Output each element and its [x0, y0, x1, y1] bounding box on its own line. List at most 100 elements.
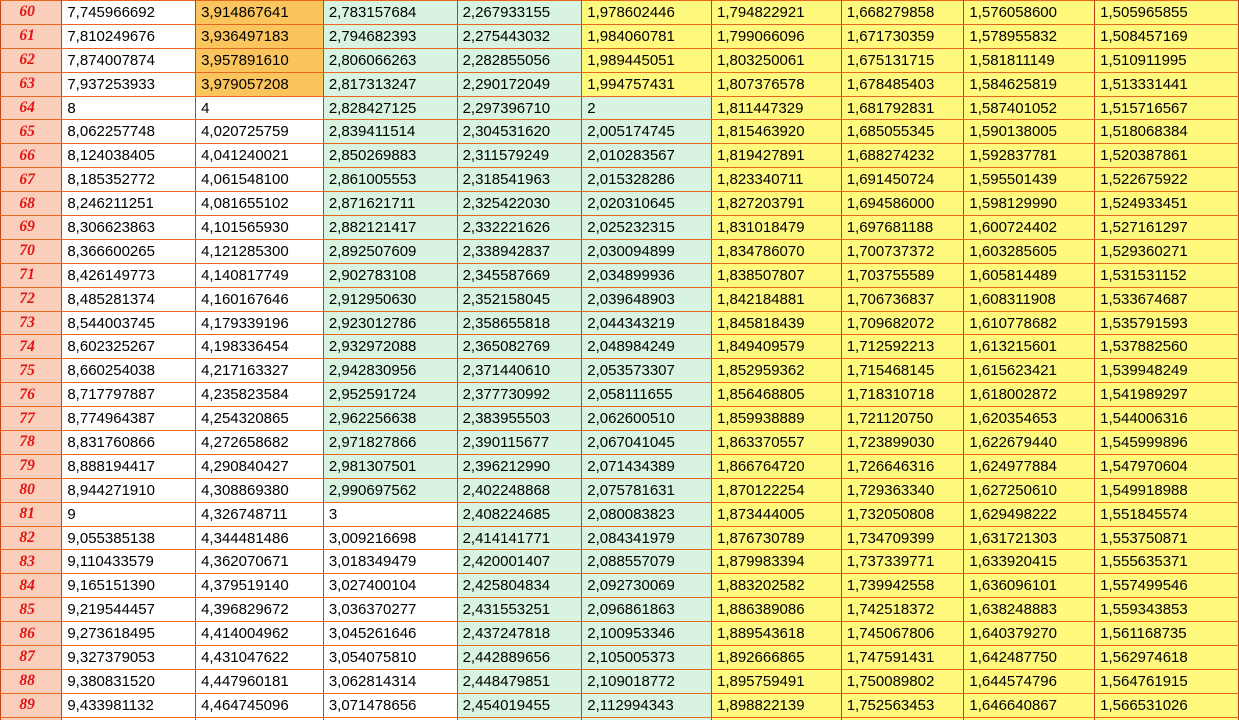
root-value-cell[interactable]: 9,380831520	[61, 668, 197, 694]
root-value-cell[interactable]: 2,839411514	[322, 119, 458, 145]
row-number-cell[interactable]: 63	[0, 71, 63, 97]
root-value-cell[interactable]: 2,923012786	[322, 310, 458, 336]
root-value-cell[interactable]: 2,005174745	[581, 119, 712, 145]
root-value-cell[interactable]: 4,290840427	[195, 453, 324, 479]
root-value-cell[interactable]: 3,009216698	[322, 525, 458, 551]
root-value-cell[interactable]: 1,581811149	[963, 47, 1096, 73]
root-value-cell[interactable]: 1,520387861	[1094, 143, 1239, 169]
root-value-cell[interactable]: 1,889543618	[710, 621, 842, 647]
root-value-cell[interactable]: 2,332221626	[456, 215, 583, 240]
root-value-cell[interactable]: 1,685055345	[840, 119, 965, 145]
root-value-cell[interactable]: 1,697681188	[840, 215, 965, 240]
root-value-cell[interactable]: 1,535791593	[1094, 310, 1239, 336]
root-value-cell[interactable]: 8,485281374	[61, 286, 197, 312]
root-value-cell[interactable]: 1,671730359	[840, 23, 965, 49]
root-value-cell[interactable]: 4,414004962	[195, 621, 324, 647]
row-number-cell[interactable]: 72	[0, 286, 63, 312]
root-value-cell[interactable]: 1,752563453	[840, 692, 965, 718]
row-number-cell[interactable]: 77	[0, 406, 63, 432]
row-number-cell[interactable]: 62	[0, 47, 63, 73]
root-value-cell[interactable]: 4,101565930	[195, 215, 324, 240]
root-value-cell[interactable]: 4,217163327	[195, 358, 324, 384]
root-value-cell[interactable]: 8,717797887	[61, 382, 197, 408]
root-value-cell[interactable]: 2,304531620	[456, 119, 583, 145]
root-value-cell[interactable]: 1,584625819	[963, 71, 1096, 97]
row-number-cell[interactable]: 60	[0, 0, 63, 25]
root-value-cell[interactable]: 1,541989297	[1094, 382, 1239, 408]
root-value-cell[interactable]: 1,592837781	[963, 143, 1096, 169]
root-value-cell[interactable]: 9	[61, 501, 197, 527]
root-value-cell[interactable]: 9,055385138	[61, 525, 197, 551]
root-value-cell[interactable]: 1,794822921	[710, 0, 842, 25]
root-value-cell[interactable]: 2,020310645	[581, 191, 712, 217]
root-value-cell[interactable]: 8,124038405	[61, 143, 197, 169]
root-value-cell[interactable]: 1,549918988	[1094, 477, 1239, 503]
root-value-cell[interactable]: 1,712592213	[840, 334, 965, 360]
root-value-cell[interactable]: 2,112994343	[581, 692, 712, 718]
root-value-cell[interactable]: 1,505965855	[1094, 0, 1239, 25]
root-value-cell[interactable]: 1,587401052	[963, 95, 1096, 121]
row-number-cell[interactable]: 84	[0, 573, 63, 599]
root-value-cell[interactable]: 3,045261646	[322, 621, 458, 647]
root-value-cell[interactable]: 1,734709399	[840, 525, 965, 551]
root-value-cell[interactable]: 2,044343219	[581, 310, 712, 336]
root-value-cell[interactable]: 1,691450724	[840, 167, 965, 193]
root-value-cell[interactable]: 1,849409579	[710, 334, 842, 360]
root-value-cell[interactable]: 8,306623863	[61, 215, 197, 240]
root-value-cell[interactable]: 1,595501439	[963, 167, 1096, 193]
root-value-cell[interactable]: 1,799066096	[710, 23, 842, 49]
root-value-cell[interactable]: 4,396829672	[195, 597, 324, 623]
root-value-cell[interactable]: 2,408224685	[456, 501, 583, 527]
root-value-cell[interactable]: 2,080083823	[581, 501, 712, 527]
root-value-cell[interactable]: 2,442889656	[456, 645, 583, 670]
root-value-cell[interactable]: 1,842184881	[710, 286, 842, 312]
root-value-cell[interactable]: 8,366600265	[61, 238, 197, 264]
root-value-cell[interactable]: 8,888194417	[61, 453, 197, 479]
root-value-cell[interactable]: 1,633920415	[963, 549, 1096, 575]
root-value-cell[interactable]	[322, 716, 458, 720]
root-value-cell[interactable]	[710, 716, 842, 720]
root-value-cell[interactable]: 9,219544457	[61, 597, 197, 623]
root-value-cell[interactable]: 1,845818439	[710, 310, 842, 336]
root-value-cell[interactable]: 9,273618495	[61, 621, 197, 647]
row-number-cell[interactable]: 73	[0, 310, 63, 336]
root-value-cell[interactable]: 1,831018479	[710, 215, 842, 240]
root-value-cell[interactable]: 1,886389086	[710, 597, 842, 623]
row-number-cell[interactable]: 82	[0, 525, 63, 551]
root-value-cell[interactable]: 1,978602446	[581, 0, 712, 25]
root-value-cell[interactable]: 1,726646316	[840, 453, 965, 479]
root-value-cell[interactable]: 1,675131715	[840, 47, 965, 73]
root-value-cell[interactable]: 1,892666865	[710, 645, 842, 670]
row-number-cell[interactable]: 78	[0, 430, 63, 455]
root-value-cell[interactable]: 1,622679440	[963, 430, 1096, 455]
root-value-cell[interactable]: 4,326748711	[195, 501, 324, 527]
root-value-cell[interactable]: 1,739942558	[840, 573, 965, 599]
row-number-cell[interactable]: 69	[0, 215, 63, 240]
root-value-cell[interactable]: 1,578955832	[963, 23, 1096, 49]
root-value-cell[interactable]: 1,688274232	[840, 143, 965, 169]
root-value-cell[interactable]: 1,721120750	[840, 406, 965, 432]
root-value-cell[interactable]: 2,352158045	[456, 286, 583, 312]
root-value-cell[interactable]: 1,624977884	[963, 453, 1096, 479]
root-value-cell[interactable]: 1,852959362	[710, 358, 842, 384]
root-value-cell[interactable]: 4,308869380	[195, 477, 324, 503]
row-number-cell[interactable]: 88	[0, 668, 63, 694]
root-value-cell[interactable]: 1,620354653	[963, 406, 1096, 432]
root-value-cell[interactable]: 1,527161297	[1094, 215, 1239, 240]
root-value-cell[interactable]: 3,062814314	[322, 668, 458, 694]
root-value-cell[interactable]: 2,282855056	[456, 47, 583, 73]
root-value-cell[interactable]: 2	[581, 95, 712, 121]
root-value-cell[interactable]: 2,962256638	[322, 406, 458, 432]
row-number-cell[interactable]: 86	[0, 621, 63, 647]
root-value-cell[interactable]: 1,678485403	[840, 71, 965, 97]
root-value-cell[interactable]: 2,390115677	[456, 430, 583, 455]
root-value-cell[interactable]: 2,030094899	[581, 238, 712, 264]
root-value-cell[interactable]: 1,873444005	[710, 501, 842, 527]
row-number-cell[interactable]: 81	[0, 501, 63, 527]
root-value-cell[interactable]: 1,553750871	[1094, 525, 1239, 551]
root-value-cell[interactable]: 1,613215601	[963, 334, 1096, 360]
root-value-cell[interactable]: 1,694586000	[840, 191, 965, 217]
root-value-cell[interactable]: 2,345587669	[456, 262, 583, 288]
root-value-cell[interactable]: 2,850269883	[322, 143, 458, 169]
root-value-cell[interactable]: 1,640379270	[963, 621, 1096, 647]
